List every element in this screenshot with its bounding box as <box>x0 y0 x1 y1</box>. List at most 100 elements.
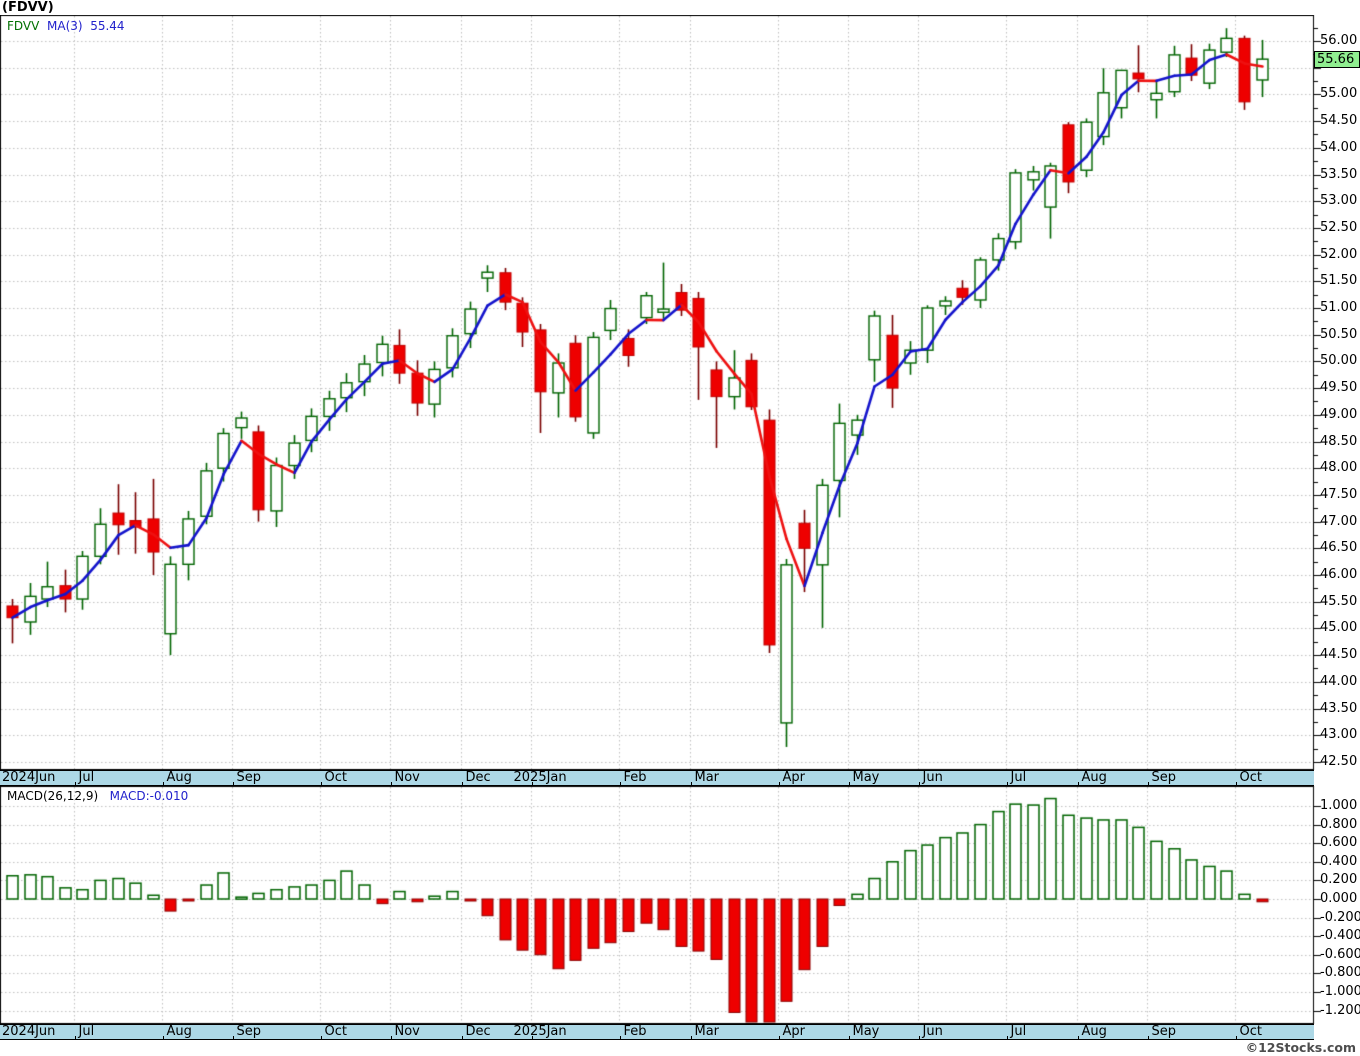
price-axis-label: 50.00 <box>1320 353 1358 369</box>
month-tick <box>320 1036 322 1040</box>
month-label: Oct <box>324 770 347 785</box>
month-tick <box>1077 782 1079 786</box>
month-tick <box>390 782 392 786</box>
month-label: Oct <box>324 1024 347 1039</box>
month-label: Nov <box>394 1024 420 1039</box>
copyright-label: ©12Stocks.com <box>1245 1040 1356 1055</box>
macd-chart-canvas <box>0 786 1360 1024</box>
price-chart-canvas <box>0 15 1360 770</box>
month-label: Oct <box>1239 770 1262 785</box>
price-axis-label: 51.50 <box>1320 273 1358 289</box>
price-axis-label: 48.00 <box>1320 460 1358 476</box>
price-axis-label: 56.00 <box>1320 33 1358 48</box>
macd-axis-label: -1.200 <box>1320 1002 1360 1018</box>
month-tick <box>162 1036 164 1040</box>
month-tick <box>162 782 164 786</box>
month-tick <box>1235 1036 1237 1040</box>
month-tick <box>690 1036 692 1040</box>
month-label: Aug <box>1081 1024 1107 1039</box>
month-label: Jun <box>922 770 943 785</box>
month-label: Sep <box>236 1024 262 1039</box>
month-tick <box>848 782 850 786</box>
month-label: Dec <box>465 1024 491 1039</box>
month-label: Sep <box>1151 1024 1177 1039</box>
month-tick <box>1235 782 1237 786</box>
macd-axis-label: 0.000 <box>1320 891 1358 906</box>
month-tick <box>1077 1036 1079 1040</box>
price-axis-label: 54.00 <box>1320 139 1358 155</box>
price-axis-label: 51.00 <box>1320 300 1358 315</box>
month-label: May <box>852 1024 880 1039</box>
legend-symbol: FDVV <box>7 19 40 33</box>
month-tick <box>461 782 463 786</box>
macd-axis-label: 0.200 <box>1320 872 1358 888</box>
month-label: Feb <box>623 1024 647 1039</box>
month-label: 2024Jun <box>2 1024 56 1039</box>
month-label: Aug <box>166 770 192 785</box>
price-axis-label: 47.50 <box>1320 486 1358 502</box>
date-axis-top: 2024Jun Jul Aug Sep Oct Nov Dec 2025Jan Feb Mar Ap… <box>0 770 1314 786</box>
chart-title: (FDVV) <box>2 0 54 15</box>
date-axis-bottom: 2024Jun Jul Aug Sep Oct Nov Dec 2025Jan Feb Mar Ap… <box>0 1024 1314 1040</box>
month-tick <box>619 782 621 786</box>
month-tick <box>619 1036 621 1040</box>
month-tick <box>461 1036 463 1040</box>
macd-axis-label: -0.400 <box>1320 928 1360 944</box>
price-axis-label: 53.00 <box>1320 193 1358 209</box>
macd-legend: MACD(26,12,9) MACD:-0.010 <box>7 789 188 803</box>
price-axis-label: 43.50 <box>1320 700 1358 716</box>
month-label: Sep <box>1151 770 1177 785</box>
macd-axis-label: 0.600 <box>1320 835 1358 851</box>
legend-ma-value: 55.44 <box>90 19 125 33</box>
macd-axis-label: 1.000 <box>1320 798 1358 813</box>
month-label: Apr <box>782 1024 806 1039</box>
month-tick <box>848 1036 850 1040</box>
macd-label: MACD(26,12,9) <box>7 789 99 803</box>
price-axis-label: 46.00 <box>1320 567 1358 582</box>
month-label: Dec <box>465 770 491 785</box>
month-label: Aug <box>166 1024 192 1039</box>
price-axis-label: 45.00 <box>1320 620 1358 636</box>
price-axis-label: 42.50 <box>1320 753 1358 769</box>
price-axis-label: 52.00 <box>1320 246 1358 262</box>
month-tick <box>74 1036 76 1040</box>
month-label: Oct <box>1239 1024 1262 1039</box>
price-axis-label: 43.00 <box>1320 727 1358 743</box>
price-axis-label: 44.50 <box>1320 647 1358 663</box>
legend-ma-label: MA(3) <box>47 19 83 33</box>
month-label: Jun <box>922 1024 943 1039</box>
price-axis-label: 50.50 <box>1320 326 1358 342</box>
macd-axis-label: -0.200 <box>1320 909 1360 925</box>
month-label: 2025Jan <box>513 770 567 785</box>
month-label: May <box>852 770 880 785</box>
month-tick <box>1147 1036 1149 1040</box>
month-tick <box>1006 1036 1008 1040</box>
current-price-badge: 55.66 <box>1314 51 1360 69</box>
month-label: 2024Jun <box>2 770 56 785</box>
price-axis-label: 53.50 <box>1320 166 1358 182</box>
price-axis-label: 48.50 <box>1320 433 1358 449</box>
macd-axis-label: -0.600 <box>1320 946 1360 962</box>
month-label: Jul <box>1010 770 1027 785</box>
price-axis-label: 47.00 <box>1320 513 1358 529</box>
month-tick <box>1006 782 1008 786</box>
price-axis-label: 52.50 <box>1320 219 1358 235</box>
macd-value-label: MACD:-0.010 <box>109 789 189 803</box>
month-label: Jul <box>78 770 95 785</box>
month-label: Feb <box>623 770 647 785</box>
price-axis-label: 55.00 <box>1320 86 1358 102</box>
month-tick <box>918 1036 920 1040</box>
month-tick <box>232 1036 234 1040</box>
month-label: Nov <box>394 770 420 785</box>
macd-axis-label: -0.800 <box>1320 965 1360 981</box>
month-tick <box>778 782 780 786</box>
month-label: Sep <box>236 770 262 785</box>
price-chart-legend: FDVV MA(3) 55.44 <box>7 19 125 33</box>
month-tick <box>74 782 76 786</box>
price-axis-label: 44.00 <box>1320 673 1358 689</box>
month-tick <box>690 782 692 786</box>
month-tick <box>320 782 322 786</box>
price-axis-label: 49.50 <box>1320 380 1358 396</box>
macd-axis-label: -1.000 <box>1320 984 1360 999</box>
